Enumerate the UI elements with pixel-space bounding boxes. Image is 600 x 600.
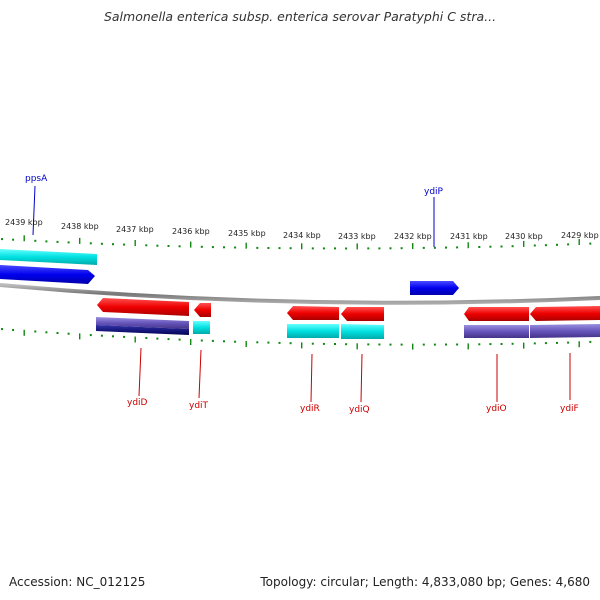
reverse-gene-labels: ydiD ydiT ydiR ydiQ ydiO ydiF xyxy=(127,347,579,415)
genome-title: Salmonella enterica subsp. enterica sero… xyxy=(103,9,497,24)
gene-feature-red-ydiF[interactable] xyxy=(530,306,600,321)
lower-tick-ruler xyxy=(1,328,592,350)
upper-tick-ruler xyxy=(1,235,592,250)
gene-feature-blue-ydiP[interactable] xyxy=(410,281,459,295)
cog-feature-cyan[interactable] xyxy=(341,324,384,339)
ruler-label: 2434 kbp xyxy=(283,231,321,240)
ruler-labels: 2439 kbp 2438 kbp 2437 kbp 2436 kbp 2435… xyxy=(5,218,599,241)
gene-feature-cyan[interactable] xyxy=(0,249,97,265)
gene-feature-red-ydiD[interactable] xyxy=(97,298,189,316)
forward-gene-track xyxy=(0,249,459,295)
gene-label-ydiP[interactable]: ydiP xyxy=(424,187,444,197)
gene-label-ydiQ[interactable]: ydiQ xyxy=(349,405,370,415)
gene-label-ydiF[interactable]: ydiF xyxy=(560,404,579,414)
ruler-label: 2432 kbp xyxy=(394,232,432,241)
gene-label-ppsA[interactable]: ppsA xyxy=(25,174,48,184)
gene-feature-red-ydiO[interactable] xyxy=(464,307,529,321)
gene-feature-red-ydiQ[interactable] xyxy=(341,307,384,321)
ruler-label: 2431 kbp xyxy=(450,232,488,241)
gene-feature-blue-ppsA[interactable] xyxy=(0,265,95,284)
gene-label-ydiT[interactable]: ydiT xyxy=(189,401,209,411)
cog-feature-navy[interactable] xyxy=(96,325,189,335)
cog-feature-purple[interactable] xyxy=(464,325,529,338)
cog-feature-cyan[interactable] xyxy=(193,321,210,334)
gene-label-ydiO[interactable]: ydiO xyxy=(486,404,507,414)
ruler-label: 2438 kbp xyxy=(61,222,99,231)
ruler-label: 2435 kbp xyxy=(228,229,266,238)
gene-feature-red-ydiT[interactable] xyxy=(194,303,211,317)
ruler-label: 2439 kbp xyxy=(5,218,43,227)
cog-feature-cyan[interactable] xyxy=(287,324,339,338)
ruler-label: 2433 kbp xyxy=(338,232,376,241)
accession-label: Accession: NC_012125 xyxy=(9,575,146,589)
ruler-label: 2430 kbp xyxy=(505,232,543,241)
gene-label-ydiR[interactable]: ydiR xyxy=(300,404,320,414)
genome-backbone xyxy=(0,283,600,305)
cog-feature-purple[interactable] xyxy=(530,324,600,338)
ruler-label: 2429 kbp xyxy=(561,231,599,240)
forward-gene-labels: ppsA ydiP xyxy=(25,174,444,247)
gene-label-ydiD[interactable]: ydiD xyxy=(127,398,148,408)
ruler-label: 2436 kbp xyxy=(172,227,210,236)
genome-summary: Topology: circular; Length: 4,833,080 bp… xyxy=(260,575,590,589)
reverse-gene-track xyxy=(96,298,600,339)
ruler-label: 2437 kbp xyxy=(116,225,154,234)
gene-feature-red-ydiR[interactable] xyxy=(287,306,339,320)
